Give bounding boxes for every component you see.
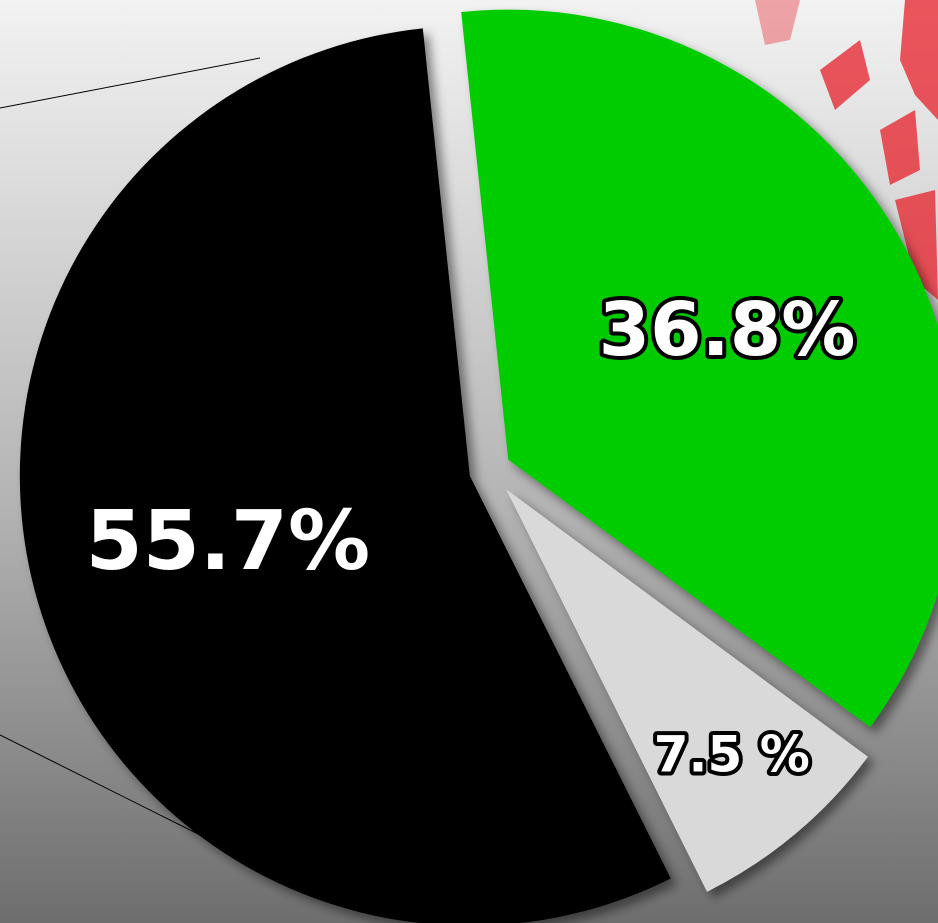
slices	[19, 9, 938, 923]
data-label: 55.7%	[86, 494, 370, 589]
pie-slice	[506, 489, 868, 892]
decor-line	[0, 734, 231, 851]
labels: 36.8% 7.5 % 55.7%	[86, 283, 860, 787]
pie-slice	[19, 28, 671, 923]
decoration	[755, 0, 938, 300]
data-label: 7.5 %	[654, 725, 810, 783]
decor-line	[0, 57, 261, 109]
data-label: 36.8%	[599, 287, 856, 373]
pie-slice	[461, 9, 938, 728]
